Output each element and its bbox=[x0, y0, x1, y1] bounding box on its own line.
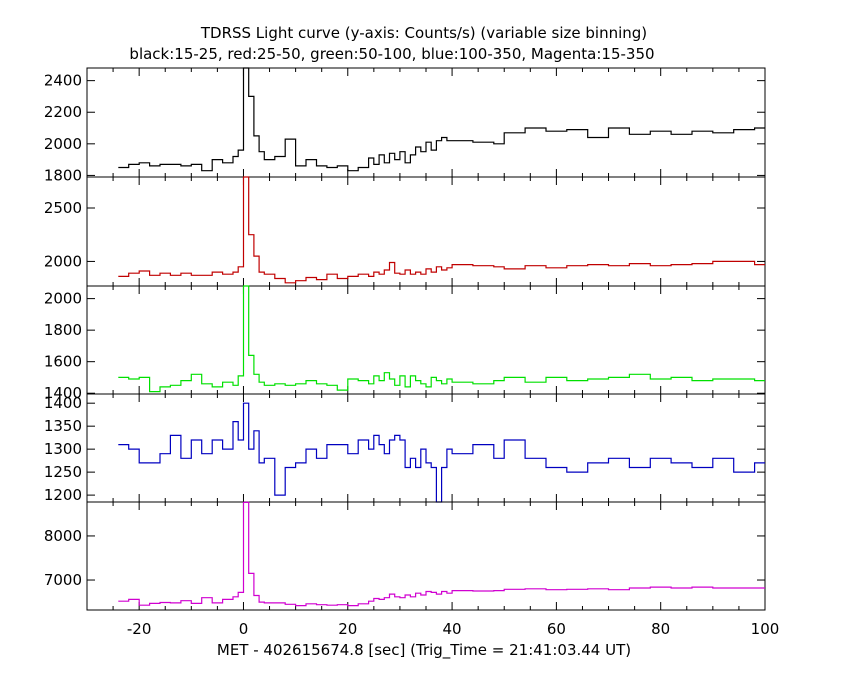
y-tick-label: 1600 bbox=[44, 353, 82, 371]
series-line-4 bbox=[118, 402, 765, 503]
y-tick-label: 1250 bbox=[44, 463, 82, 481]
y-tick-label: 1400 bbox=[44, 384, 82, 402]
panel-frame bbox=[86, 285, 766, 395]
x-tick-label: 20 bbox=[338, 620, 357, 638]
chart-title: TDRSS Light curve (y-axis: Counts/s) (va… bbox=[200, 24, 647, 42]
y-tick-label: 1800 bbox=[44, 166, 82, 184]
x-tick-label: 0 bbox=[239, 620, 249, 638]
y-tick-label: 2000 bbox=[44, 290, 82, 308]
y-tick-label: 2000 bbox=[44, 135, 82, 153]
y-tick-label: 8000 bbox=[44, 527, 82, 545]
x-axis: -20 0 20 40 60 80 100 bbox=[127, 620, 779, 638]
y-tick-label: 2200 bbox=[44, 103, 82, 121]
x-tick-label: 80 bbox=[651, 620, 670, 638]
panel-4: 1200 1250 1300 1350 1400 bbox=[44, 393, 766, 504]
y-tick-label: 1200 bbox=[44, 486, 82, 504]
y-tick-label: 7000 bbox=[44, 571, 82, 589]
panel-frame bbox=[86, 67, 766, 178]
y-tick-label: 2500 bbox=[44, 199, 82, 217]
panel-2: 2000 2500 bbox=[44, 176, 766, 287]
panels-group: 1800200022002400200025001400160018002000… bbox=[44, 67, 766, 611]
panel-frame bbox=[86, 393, 766, 503]
y-tick-label: 1300 bbox=[44, 440, 82, 458]
panel-1: 1800 2000 2200 2400 bbox=[44, 67, 766, 184]
y-tick-label: 1800 bbox=[44, 321, 82, 339]
y-tick-label: 2000 bbox=[44, 252, 82, 270]
series-line-1 bbox=[118, 67, 765, 172]
series-line-3 bbox=[118, 285, 765, 393]
x-tick-label: -20 bbox=[127, 620, 152, 638]
chart-subtitle: black:15-25, red:25-50, green:50-100, bl… bbox=[129, 45, 654, 63]
series-line-2 bbox=[118, 176, 765, 284]
y-tick-label: 1400 bbox=[44, 394, 82, 412]
y-tick-label: 1350 bbox=[44, 417, 82, 435]
x-tick-label: 60 bbox=[547, 620, 566, 638]
x-axis-title: MET - 402615674.8 [sec] (Trig_Time = 21:… bbox=[217, 641, 631, 660]
series-line-5 bbox=[118, 501, 765, 607]
x-tick-label: 100 bbox=[751, 620, 780, 638]
y-tick-label: 2400 bbox=[44, 72, 82, 90]
panel-3: 1400 1600 1800 2000 bbox=[44, 285, 766, 402]
panel-5: 7000 8000 bbox=[44, 501, 766, 611]
x-tick-label: 40 bbox=[443, 620, 462, 638]
